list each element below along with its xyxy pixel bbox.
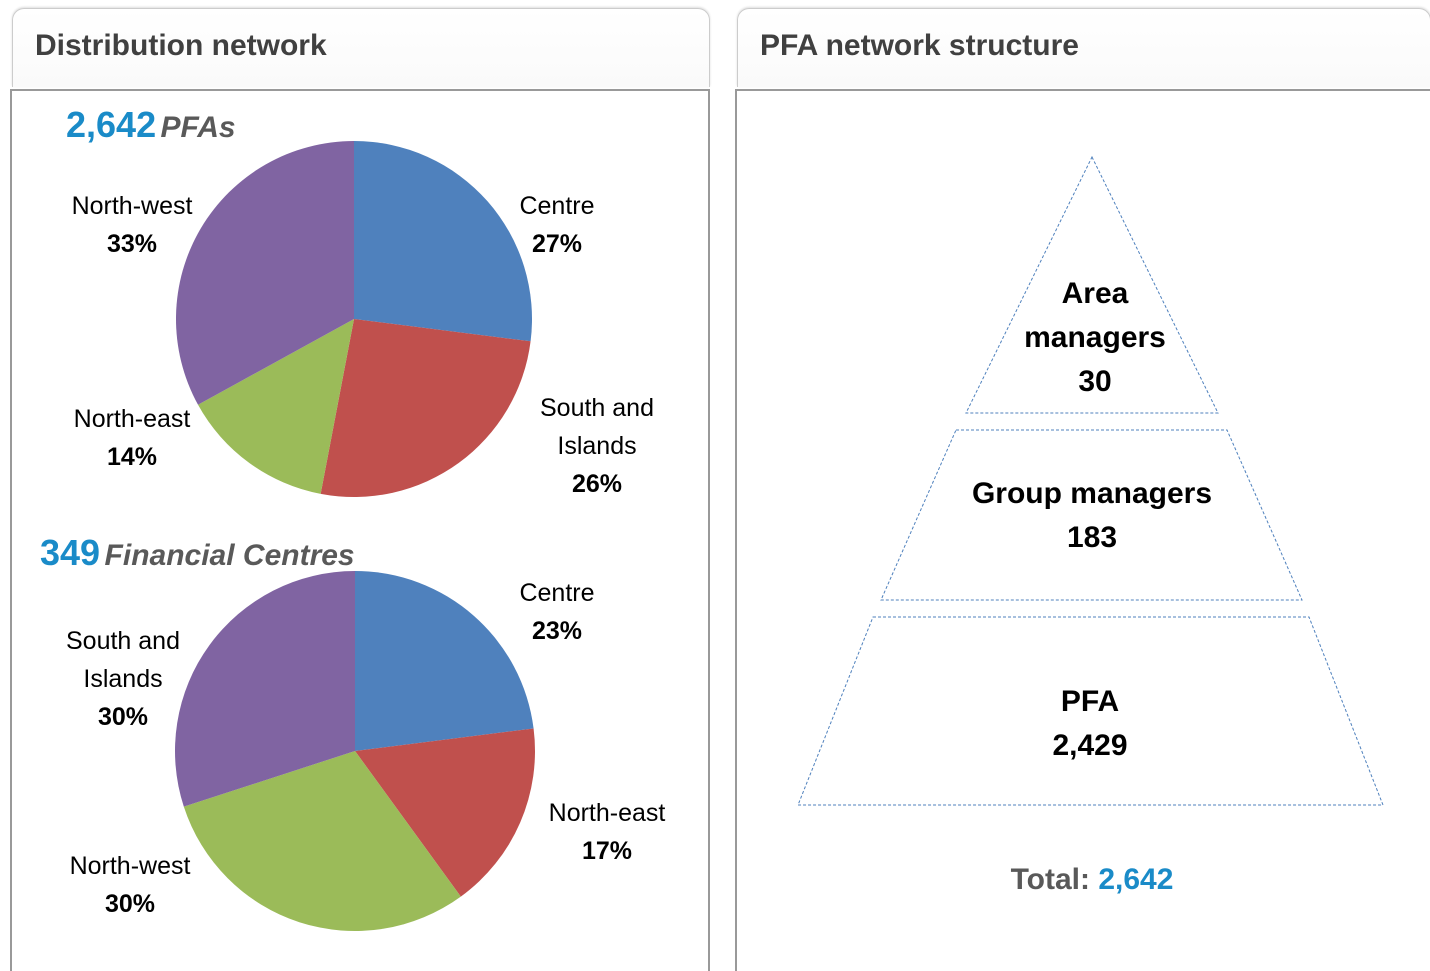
slice-value: 33% <box>106 230 158 258</box>
level-label: PFA <box>1060 685 1120 718</box>
pyramid-level-text: Group managers 183 <box>942 472 1242 560</box>
slice-value: 17% <box>581 837 633 865</box>
heading-unit: PFAs <box>160 111 236 144</box>
slice-name: North-west <box>69 852 191 880</box>
pie-slice <box>320 319 531 497</box>
slice-label: South and Islands 30% <box>38 622 208 736</box>
slice-value: 23% <box>531 617 583 645</box>
pie-slice <box>175 140 354 405</box>
slice-name: North-west <box>71 192 193 220</box>
heading-value: 2,642 <box>66 104 157 145</box>
slice-label: Centre 27% <box>472 187 642 263</box>
panel-body <box>10 89 710 971</box>
slice-label: Centre 23% <box>472 574 642 650</box>
slice-label: North-west 30% <box>45 847 215 923</box>
pie-slice <box>354 141 532 342</box>
panel-header: PFA network structure <box>737 8 1430 87</box>
pie-slice <box>355 728 535 897</box>
pyramid-level <box>880 429 1303 601</box>
heading-unit: Financial Centres <box>104 539 355 572</box>
pyramid-level <box>965 155 1219 414</box>
slice-name: South and Islands <box>66 627 180 693</box>
slice-label: North-east 14% <box>47 400 217 476</box>
total-value: 2,642 <box>1098 863 1174 896</box>
pyramid <box>797 155 1384 806</box>
pie-heading: 2,642 PFAs <box>66 104 236 146</box>
pyramid-total: Total: 2,642 <box>1011 858 1174 902</box>
slice-name: North-east <box>73 405 191 433</box>
total-label: Total: <box>1010 863 1091 896</box>
slice-name: South and Islands <box>540 394 654 460</box>
level-value: 30 <box>1078 365 1112 398</box>
pyramid-level <box>797 616 1384 806</box>
slice-value: 30% <box>97 703 149 731</box>
slice-name: Centre <box>519 579 595 607</box>
panel-title: Distribution network <box>35 29 327 62</box>
slice-value: 14% <box>106 443 158 471</box>
slice-name: North-east <box>548 799 666 827</box>
pie-slice <box>355 571 534 751</box>
level-label: Area managers <box>1024 277 1166 354</box>
slice-label: North-west 33% <box>47 187 217 263</box>
slice-value: 30% <box>104 890 156 918</box>
slice-label: South and Islands 26% <box>512 389 682 503</box>
pyramid-level-text: PFA 2,429 <box>940 680 1240 768</box>
pie-heading: 349 Financial Centres <box>40 532 355 574</box>
pie-slice <box>198 319 354 494</box>
slice-value: 26% <box>571 470 623 498</box>
slice-label: North-east 17% <box>522 794 692 870</box>
level-value: 183 <box>1066 521 1118 554</box>
panel-header: Distribution network <box>12 8 710 87</box>
heading-value: 349 <box>40 532 101 573</box>
pie-slice <box>174 571 355 807</box>
slice-name: Centre <box>519 192 595 220</box>
slice-value: 27% <box>531 230 583 258</box>
pyramid-level-text: Area managers 30 <box>995 272 1195 404</box>
panel-title: PFA network structure <box>760 29 1079 62</box>
panel-body <box>735 89 1430 971</box>
pie-slice <box>183 751 461 931</box>
level-label: Group managers <box>971 477 1213 510</box>
level-value: 2,429 <box>1052 729 1128 762</box>
